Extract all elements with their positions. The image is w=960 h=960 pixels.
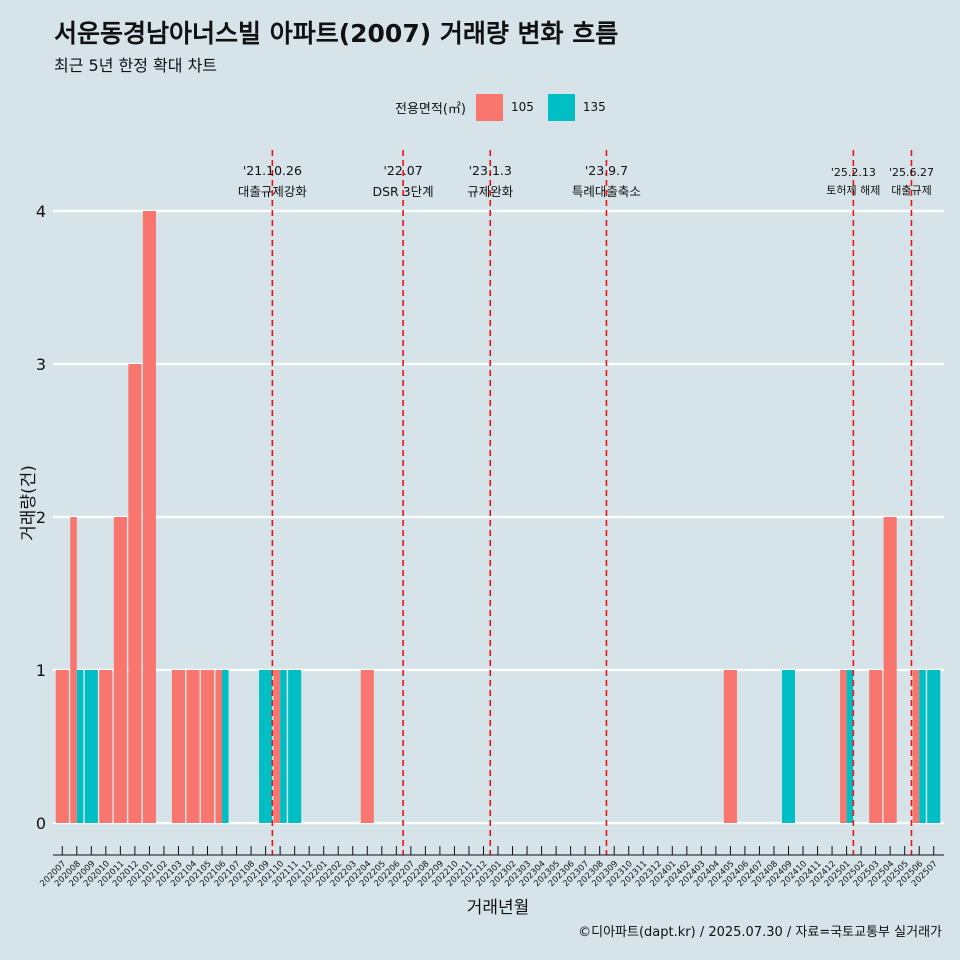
- bar-135: [846, 670, 854, 823]
- bar-105: [113, 517, 127, 823]
- bar-135: [781, 670, 796, 823]
- bar-105: [869, 670, 883, 823]
- bar-105: [723, 670, 737, 823]
- bar-105: [273, 670, 281, 823]
- bar-105: [360, 670, 374, 823]
- bar-105: [840, 670, 847, 823]
- event-date: '23.1.3: [469, 163, 512, 178]
- bar-105: [186, 670, 200, 823]
- y-tick-label: 4: [36, 202, 46, 221]
- y-tick-label: 2: [36, 508, 46, 527]
- chart-subtitle: 최근 5년 한정 확대 차트: [54, 56, 218, 75]
- event-label: 특례대출축소: [572, 184, 641, 199]
- legend-title: 전용면적(㎡): [395, 101, 466, 117]
- event-date: '25.6.27: [889, 166, 934, 179]
- event-label: DSR 3단계: [373, 184, 434, 199]
- bar-135: [76, 670, 84, 823]
- event-label: 대출규제: [891, 184, 931, 197]
- y-tick-label: 1: [36, 661, 46, 680]
- event-date: '23.9.7: [585, 163, 628, 178]
- bar-135: [927, 670, 941, 823]
- y-axis-title: 거래량(건): [19, 465, 39, 541]
- legend-label-105: 105: [510, 100, 534, 114]
- legend: 전용면적(㎡) 105 135: [395, 93, 620, 121]
- bar-105: [171, 670, 185, 823]
- chart-caption: ©디아파트(dapt.kr) / 2025.07.30 / 자료=국토교통부 실…: [578, 925, 942, 940]
- bar-135: [84, 670, 98, 823]
- bar-135: [259, 670, 273, 823]
- bar-135: [280, 670, 287, 823]
- event-date: '25.2.13: [831, 166, 876, 179]
- y-tick-label: 0: [36, 814, 46, 833]
- event-date: '21.10.26: [243, 163, 302, 178]
- event-label: 대출규제강화: [238, 184, 308, 199]
- x-axis-title: 거래년월: [467, 898, 530, 918]
- bar-105: [883, 517, 897, 823]
- bar-105: [200, 670, 215, 823]
- bar-135: [288, 670, 302, 823]
- bar-135: [919, 670, 926, 823]
- event-label: 규제완화: [467, 184, 514, 199]
- bar-105: [55, 670, 69, 823]
- bar-105: [128, 364, 142, 823]
- y-tick-label: 3: [36, 355, 46, 374]
- bar-135: [222, 670, 229, 823]
- legend-label-135: 135: [582, 100, 606, 114]
- event-label: 토허제 해제: [826, 183, 880, 197]
- bar-105: [99, 670, 113, 823]
- bar-105: [142, 211, 156, 823]
- chart-title: 서운동경남아너스빌 아파트(2007) 거래량 변화 흐름: [54, 19, 619, 48]
- event-date: '22.07: [383, 163, 422, 178]
- legend-key-135: [547, 93, 575, 121]
- legend-key-105: [475, 93, 503, 121]
- bar-105: [215, 670, 223, 823]
- bar-105: [912, 670, 920, 823]
- bar-105: [70, 517, 77, 823]
